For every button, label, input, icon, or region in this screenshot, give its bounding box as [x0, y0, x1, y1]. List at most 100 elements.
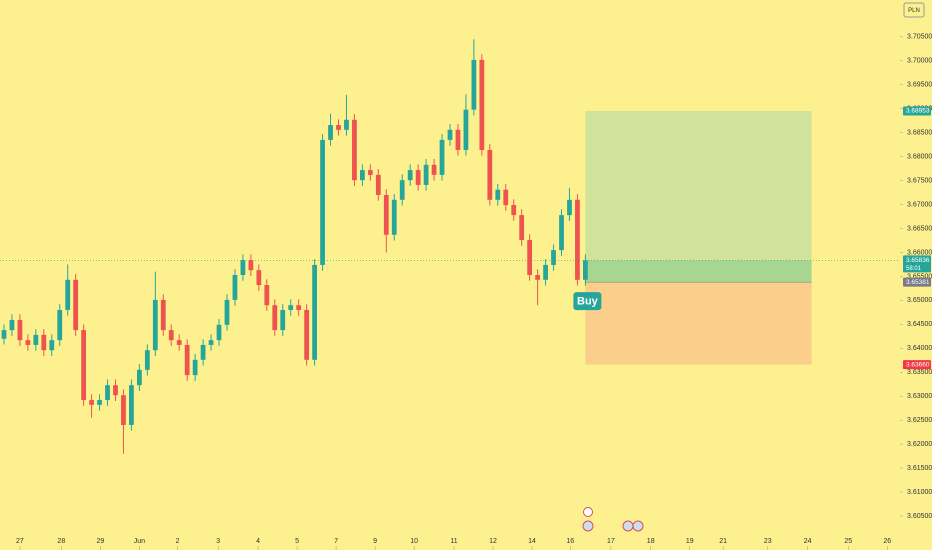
x-tick-label: 18 — [647, 538, 655, 545]
event-icon[interactable] — [583, 507, 593, 517]
candle-body — [113, 385, 118, 396]
candle-body — [256, 270, 262, 286]
candle-body — [17, 320, 23, 341]
candle-body — [288, 305, 294, 310]
candle-body — [81, 330, 87, 401]
x-tick-label: 26 — [883, 538, 891, 545]
candle-body — [41, 334, 47, 351]
candle-body — [383, 194, 389, 235]
event-icon[interactable] — [622, 520, 634, 532]
candle-body — [423, 164, 429, 185]
last-price-label: 3.65836 — [906, 257, 930, 264]
candle-body — [503, 189, 509, 206]
candle-body — [407, 170, 413, 181]
candle-body — [9, 320, 15, 331]
candle-body — [248, 260, 254, 271]
candle-body — [121, 395, 126, 425]
candle-body — [25, 340, 31, 345]
x-tick-label: 21 — [719, 538, 727, 545]
candle-body — [168, 330, 174, 341]
candle-body — [399, 180, 405, 200]
x-tick-label: 2 — [176, 538, 180, 545]
candle-body — [129, 385, 134, 425]
x-tick-label: 16 — [566, 538, 574, 545]
candle-body — [89, 400, 94, 405]
x-tick-label: 5 — [295, 538, 299, 545]
candle-body — [73, 279, 79, 331]
y-tick-label: 3.66500 — [907, 225, 932, 232]
candle-body — [447, 129, 453, 140]
y-tick-label: 3.64000 — [907, 345, 932, 352]
x-tick-label: 4 — [256, 538, 260, 545]
x-tick-label: 17 — [607, 538, 615, 545]
profit-zone — [585, 111, 812, 283]
candle-body — [216, 324, 222, 341]
x-tick-label: 10 — [410, 538, 418, 545]
candle-body — [471, 59, 477, 110]
candle-body — [535, 275, 540, 280]
x-tick-label: 24 — [804, 538, 812, 545]
candle-body — [280, 309, 286, 331]
price-tag — [903, 277, 931, 287]
candle-body — [152, 299, 158, 351]
price-tag-label: 3.68953 — [906, 108, 930, 115]
x-tick-label: Jun — [134, 538, 145, 545]
candle-body — [184, 344, 190, 376]
candle-body — [415, 170, 421, 185]
candle-body — [272, 305, 278, 331]
candle-body — [33, 334, 39, 345]
price-tag — [903, 360, 931, 370]
candle-body — [97, 400, 102, 405]
candle-body — [160, 299, 166, 331]
y-tick-label: 3.66000 — [907, 249, 932, 256]
x-tick-label: 9 — [373, 538, 377, 545]
candle-body — [200, 344, 206, 360]
event-icon[interactable] — [632, 520, 644, 532]
last-price-tag — [903, 255, 931, 273]
candle-body — [375, 174, 381, 195]
x-tick-label: 3 — [216, 538, 220, 545]
candle-body — [65, 279, 71, 310]
candle-body — [391, 199, 397, 235]
candle-body — [431, 164, 437, 175]
x-tick-label: 19 — [686, 538, 694, 545]
candle-body — [192, 359, 198, 376]
y-tick-label: 3.65500 — [907, 273, 932, 280]
plot-area: Buy — [0, 39, 900, 454]
countdown: 58:01 — [906, 266, 922, 272]
x-tick-label: 23 — [764, 538, 772, 545]
candle-body — [487, 149, 493, 200]
y-tick-label: 3.67500 — [907, 177, 932, 184]
event-icon[interactable] — [582, 520, 594, 532]
candle-body — [527, 240, 533, 275]
candle-body — [208, 340, 214, 345]
x-tick-label: 29 — [96, 538, 104, 545]
x-tick-label: 27 — [16, 538, 24, 545]
currency-box[interactable] — [903, 2, 925, 18]
candle-body — [439, 139, 445, 175]
candle-body — [328, 125, 333, 140]
candle-body — [320, 139, 325, 265]
candle-body — [583, 260, 588, 280]
candle-body — [367, 170, 373, 175]
open-pnl-zone — [585, 260, 812, 283]
price-tag-label: 3.63660 — [906, 361, 930, 368]
candle-body — [344, 119, 349, 130]
candle-body — [463, 109, 469, 150]
y-tick-label: 3.69500 — [907, 82, 932, 89]
x-tick-label: 12 — [489, 538, 497, 545]
candle-body — [575, 199, 580, 280]
candle-body — [49, 340, 55, 351]
candle-body — [479, 59, 485, 150]
y-tick-label: 3.67000 — [907, 201, 932, 208]
y-tick-label: 3.68000 — [907, 154, 932, 161]
price-axis: 3.60500 3.61000 3.61500 3.62000 3.62500 3.630… — [16, 34, 932, 550]
candle-body — [455, 129, 461, 150]
candle-body — [176, 340, 182, 345]
candle-body — [296, 305, 302, 310]
x-tick-label: 11 — [450, 538, 457, 545]
candle-body — [144, 350, 150, 370]
candle-body — [551, 250, 556, 265]
y-tick-label: 3.70000 — [907, 58, 932, 65]
